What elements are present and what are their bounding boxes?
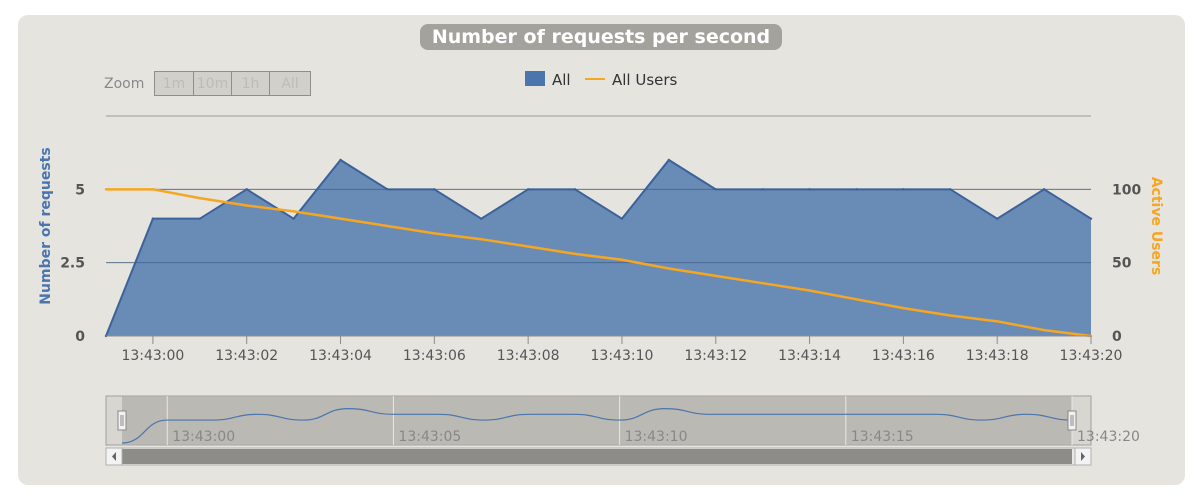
requests-point — [292, 217, 295, 220]
y-tick-label-left: 2.5 — [60, 256, 85, 272]
y-tick-label-right: 50 — [1112, 256, 1132, 272]
users-point — [480, 238, 483, 241]
zoom-label: Zoom — [104, 76, 145, 92]
users-point — [198, 196, 202, 200]
navigator-tick-label: 13:43:05 — [398, 429, 461, 445]
users-point — [995, 320, 999, 323]
y-tick-label-left: 5 — [75, 182, 85, 198]
navigator-left-handle[interactable] — [117, 410, 127, 431]
scrollbar-thumb[interactable] — [122, 449, 1072, 464]
x-ticks: 13:43:00 13:43:02 13:43:04 13:43:06 13:43:08… — [121, 336, 1122, 364]
handle-body[interactable] — [1067, 410, 1077, 431]
requests-point — [620, 217, 624, 220]
x-tick-label: 13:43:00 — [121, 348, 184, 364]
legend-all-swatch[interactable] — [525, 71, 545, 86]
legend-users-label[interactable]: All Users — [612, 71, 678, 89]
zoom-all-button[interactable]: All — [269, 71, 311, 96]
requests-area-layer — [104, 158, 1093, 338]
x-tick-label: 13:43:02 — [215, 348, 278, 364]
navigator-right-handle[interactable] — [1067, 410, 1077, 431]
y-tick-label-right: 100 — [1112, 182, 1141, 198]
users-point — [714, 274, 717, 278]
requests-area — [106, 160, 1091, 336]
requests-point — [151, 217, 155, 220]
zoom-10m-button[interactable]: 10m — [193, 71, 232, 96]
users-point — [808, 289, 811, 292]
requests-point — [1089, 217, 1093, 220]
navigator-tick-label: 13:43:15 — [851, 429, 914, 445]
x-tick-label: 13:43:06 — [403, 348, 466, 364]
y-axis-label-left: Number of requests — [38, 147, 54, 304]
x-tick-label: 13:43:16 — [872, 348, 935, 364]
requests-point — [198, 217, 202, 220]
scroll-right-arrow-icon — [1081, 452, 1085, 461]
users-point — [245, 204, 248, 207]
users-point — [1042, 328, 1046, 332]
users-point — [292, 210, 295, 213]
scroll-left-arrow-icon — [112, 452, 116, 461]
x-tick-label: 13:43:04 — [309, 348, 372, 364]
y-axis-label-right: Active Users — [1148, 177, 1164, 276]
users-point — [761, 282, 764, 285]
navigator-tick-label: 13:43:20 — [1077, 429, 1140, 445]
users-line — [106, 188, 1092, 338]
users-point — [104, 188, 108, 191]
users-line-layer — [104, 188, 1093, 338]
navigator-series — [121, 407, 1073, 444]
zoom-1m-button[interactable]: 1m — [154, 71, 194, 96]
navigator-tick-label: 13:43:10 — [625, 429, 688, 445]
users-point — [151, 188, 155, 191]
x-tick-label: 13:43:08 — [497, 348, 560, 364]
users-point — [902, 306, 905, 310]
users-point — [339, 217, 342, 220]
users-point — [620, 258, 624, 261]
users-point — [526, 245, 530, 248]
navigator-selection[interactable] — [122, 396, 1072, 445]
requests-point — [667, 158, 671, 162]
requests-point — [480, 217, 483, 220]
users-point — [433, 232, 436, 235]
requests-point — [995, 217, 999, 220]
x-tick-label: 13:43:18 — [966, 348, 1029, 364]
users-point — [573, 252, 577, 256]
handle-body[interactable] — [117, 410, 127, 431]
users-point — [855, 298, 858, 301]
chart-title: Number of requests per second — [420, 24, 782, 50]
x-tick-label: 13:43:10 — [591, 348, 654, 364]
y-tick-label-left: 0 — [75, 329, 85, 345]
requests-point — [339, 158, 342, 162]
navigator[interactable]: 13:43:00 13:43:05 13:43:10 13:43:15 13:43:20 — [105, 395, 1140, 466]
users-point — [667, 267, 671, 270]
navigator-tick-label: 13:43:00 — [172, 429, 235, 445]
users-point — [949, 314, 952, 317]
users-point — [386, 224, 389, 228]
x-tick-label: 13:43:14 — [778, 348, 841, 364]
x-tick-label: 13:43:20 — [1060, 348, 1123, 364]
x-tick-label: 13:43:12 — [684, 348, 747, 364]
y-tick-label-right: 0 — [1112, 329, 1122, 345]
zoom-1h-button[interactable]: 1h — [231, 71, 270, 96]
legend-all-label[interactable]: All — [552, 71, 571, 89]
